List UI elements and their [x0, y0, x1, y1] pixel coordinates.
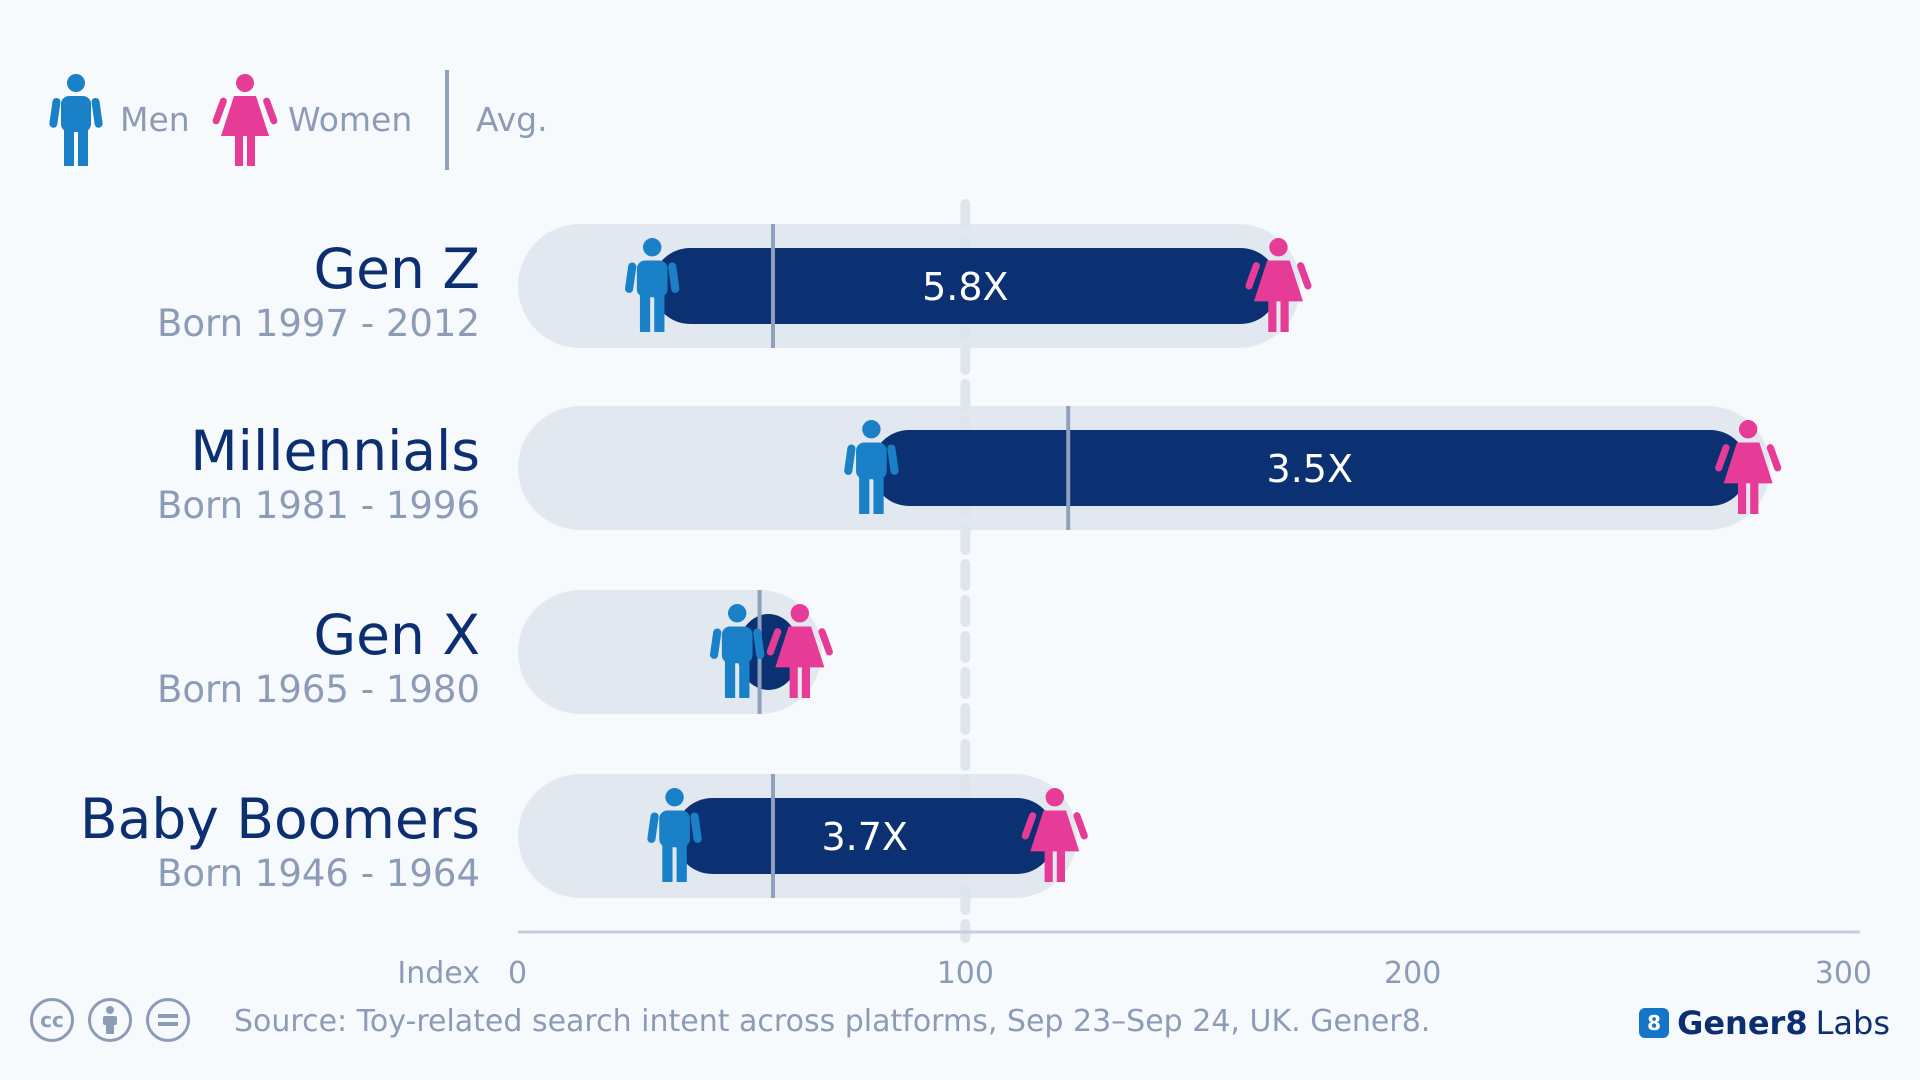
legend-men-label: Men: [120, 100, 190, 139]
women-marker-icon-1: [1715, 420, 1782, 514]
brand-suffix: Labs: [1815, 1004, 1890, 1042]
legend: Men Women Avg.: [49, 70, 548, 170]
tick-label-2: 200: [1384, 956, 1441, 991]
men-marker-icon-3: [647, 788, 702, 882]
women-marker-icon-3: [1021, 788, 1088, 882]
category-name-1: Millennials: [190, 419, 480, 483]
bars: 5.8X 3.5X 3.7X: [625, 224, 1782, 898]
attribution-icon: [88, 998, 132, 1042]
category-name-3: Baby Boomers: [80, 787, 480, 851]
category-sub-2: Born 1965 - 1980: [157, 668, 480, 711]
woman-icon: [212, 74, 278, 166]
ratio-label-0: 5.8X: [922, 265, 1008, 309]
tick-label-3: 300: [1815, 956, 1872, 991]
cc-icon: cc: [30, 998, 74, 1042]
source-note: Source: Toy-related search intent across…: [234, 1004, 1431, 1039]
brand-badge-icon: 8: [1639, 1008, 1670, 1038]
x-axis: Index 0 100 200 300: [397, 930, 1872, 991]
tracks: [518, 224, 1771, 898]
men-marker-icon-2: [709, 604, 765, 698]
category-sub-0: Born 1997 - 2012: [157, 302, 480, 345]
tick-label-1: 100: [937, 956, 994, 991]
women-marker-icon-2: [766, 604, 833, 698]
women-marker-icon-0: [1245, 238, 1312, 332]
range-bar-0: [652, 248, 1279, 324]
brand-name: Gener8: [1677, 1004, 1808, 1042]
range-bar-1: [871, 430, 1749, 506]
axis-label: Index: [397, 956, 480, 991]
man-icon: [49, 74, 103, 166]
category-sub-3: Born 1946 - 1964: [157, 852, 480, 895]
men-marker-icon-1: [844, 420, 899, 514]
men-marker-icon-0: [625, 238, 680, 332]
ratio-label-1: 3.5X: [1267, 447, 1353, 491]
license-icons: cc: [30, 998, 190, 1042]
no-derivatives-icon: [146, 998, 190, 1042]
category-name-2: Gen X: [314, 603, 480, 667]
legend-avg-label: Avg.: [476, 100, 548, 139]
range-bar-3: [674, 798, 1055, 874]
tick-label-0: 0: [508, 956, 527, 991]
category-name-0: Gen Z: [314, 237, 480, 301]
category-sub-1: Born 1981 - 1996: [157, 484, 480, 527]
ratio-label-3: 3.7X: [821, 815, 907, 859]
legend-women-label: Women: [288, 100, 412, 139]
brand-logo: 8 Gener8 Labs: [1639, 1004, 1890, 1042]
footer: cc Source: Toy-related search intent acr…: [30, 998, 1890, 1058]
